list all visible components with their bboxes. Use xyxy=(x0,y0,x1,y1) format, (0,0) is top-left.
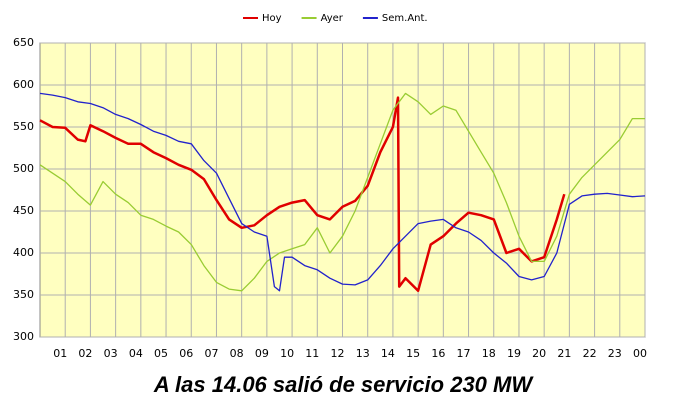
legend-label: Hoy xyxy=(262,13,282,24)
x-tick-label: 15 xyxy=(406,347,420,360)
x-tick-label: 07 xyxy=(204,347,218,360)
x-tick-label: 05 xyxy=(154,347,168,360)
x-tick-label: 21 xyxy=(557,347,571,360)
legend-label: Sem.Ant. xyxy=(382,13,428,24)
x-tick-label: 17 xyxy=(457,347,471,360)
y-tick-label: 300 xyxy=(13,330,34,343)
series-line xyxy=(39,92,645,292)
x-tick-label: 04 xyxy=(129,347,143,360)
y-tick-label: 400 xyxy=(13,246,34,259)
x-tick-label: 10 xyxy=(280,347,294,360)
x-tick-label: 08 xyxy=(230,347,244,360)
x-tick-label: 13 xyxy=(356,347,370,360)
x-tick-label: 06 xyxy=(179,347,193,360)
y-tick-label: 350 xyxy=(13,288,34,301)
caption: A las 14.06 salió de servicio 230 MW xyxy=(153,372,535,397)
x-tick-label: 11 xyxy=(305,347,319,360)
x-tick-label: 19 xyxy=(507,347,521,360)
x-tick-label: 14 xyxy=(381,347,395,360)
y-tick-label: 500 xyxy=(13,162,34,175)
series-line xyxy=(39,92,646,292)
x-tick-label: 22 xyxy=(583,347,597,360)
x-tick-label: 02 xyxy=(78,347,92,360)
legend-label: Ayer xyxy=(321,13,344,24)
x-tick-label: 16 xyxy=(431,347,445,360)
x-tick-label: 00 xyxy=(633,347,647,360)
x-tick-label: 20 xyxy=(532,347,546,360)
x-tick-label: 09 xyxy=(255,347,269,360)
x-tick-label: 18 xyxy=(482,347,496,360)
y-tick-label: 600 xyxy=(13,78,34,91)
y-tick-label: 450 xyxy=(13,204,34,217)
x-tick-label: 03 xyxy=(104,347,118,360)
x-tick-label: 12 xyxy=(331,347,345,360)
x-tick-label: 23 xyxy=(608,347,622,360)
x-tick-label: 01 xyxy=(53,347,67,360)
y-tick-label: 650 xyxy=(13,36,34,49)
y-tick-label: 550 xyxy=(13,120,34,133)
series-line xyxy=(39,96,566,293)
